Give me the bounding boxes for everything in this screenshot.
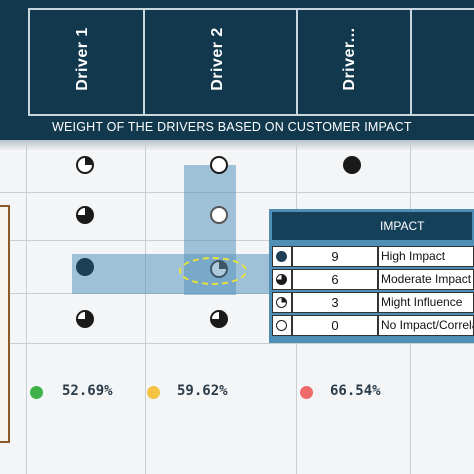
three-quarter-harvey-ball-icon — [76, 206, 94, 224]
legend-title: IMPACT — [380, 219, 425, 233]
grid-col-rule — [145, 140, 146, 474]
legend-icon-cell — [272, 315, 292, 336]
legend-row: 3 Might Influence — [272, 292, 474, 313]
legend-row: 6 Moderate Impact — [272, 269, 474, 290]
three-quarter-harvey-ball-icon — [210, 310, 228, 328]
empty-harvey-ball-icon — [210, 156, 228, 174]
score-value: 59.62% — [177, 383, 228, 399]
legend-icon-cell — [272, 269, 292, 290]
empty-harvey-ball-icon — [210, 206, 228, 224]
header-divider — [410, 8, 412, 116]
legend-row: 0 No Impact/Correlation — [272, 315, 474, 336]
legend-label: High Impact — [378, 246, 474, 267]
full-harvey-ball-icon — [76, 258, 94, 276]
score-status-dot — [300, 386, 313, 399]
header-divider — [143, 8, 145, 116]
driver-2-label: Driver 2 — [209, 27, 226, 91]
legend-value: 9 — [292, 246, 378, 267]
driver-1-label: Driver 1 — [74, 27, 91, 91]
grid-row-rule — [0, 343, 474, 344]
three-quarter-harvey-ball-icon — [276, 274, 287, 285]
legend-value: 3 — [292, 292, 378, 313]
quarter-harvey-ball-icon — [276, 297, 287, 308]
weight-band: WEIGHT OF THE DRIVERS BASED ON CUSTOMER … — [0, 116, 474, 140]
header-shadow — [0, 140, 474, 150]
legend-value: 6 — [292, 269, 378, 290]
header-divider — [296, 8, 298, 116]
header-top-rule — [28, 8, 474, 10]
full-harvey-ball-icon — [276, 251, 287, 262]
empty-harvey-ball-icon — [276, 320, 287, 331]
legend-label: Might Influence — [378, 292, 474, 313]
legend-label: No Impact/Correlation — [378, 315, 474, 336]
legend-value: 0 — [292, 315, 378, 336]
grid-row-rule — [0, 240, 474, 241]
score-status-dot — [30, 386, 43, 399]
driver-3-label: Driver... — [341, 27, 358, 91]
header-divider — [28, 8, 30, 116]
grid-col-rule — [26, 140, 27, 474]
weight-band-text: WEIGHT OF THE DRIVERS BASED ON CUSTOMER … — [52, 120, 412, 134]
row-label-panel — [0, 205, 10, 443]
grid-row-rule — [0, 192, 474, 193]
legend-icon-cell — [272, 246, 292, 267]
quarter-harvey-ball-icon — [210, 260, 228, 278]
quarter-harvey-ball-icon — [76, 156, 94, 174]
legend-icon-cell — [272, 292, 292, 313]
legend-label: Moderate Impact — [378, 269, 474, 290]
focus-ring — [179, 257, 247, 285]
legend-header: IMPACT — [272, 212, 472, 240]
score-status-dot — [147, 386, 160, 399]
score-value: 52.69% — [62, 383, 113, 399]
three-quarter-harvey-ball-icon — [76, 310, 94, 328]
full-harvey-ball-icon — [343, 156, 361, 174]
score-value: 66.54% — [330, 383, 381, 399]
legend-row: 9 High Impact — [272, 246, 474, 267]
header-bottom-rule — [28, 114, 474, 116]
